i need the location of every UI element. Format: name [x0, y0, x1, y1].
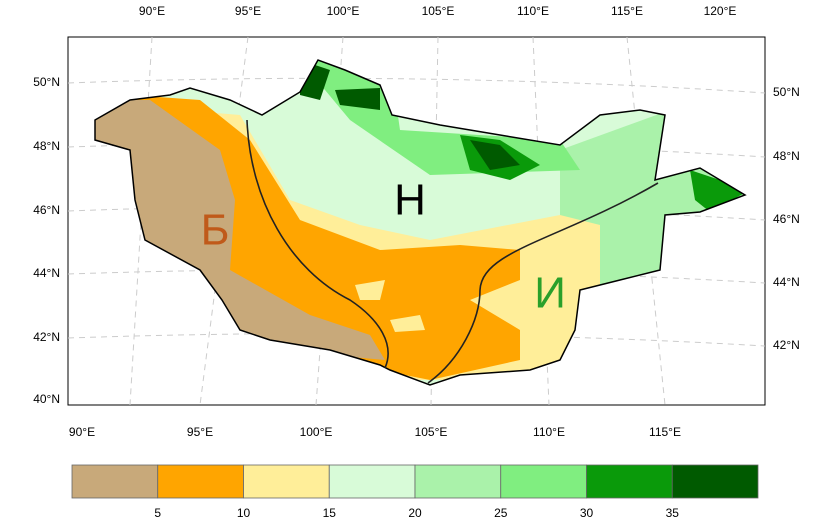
colorbar-swatch: [71, 464, 159, 499]
lat-label: 44°N: [33, 266, 60, 280]
lat-label: 50°N: [773, 85, 800, 99]
lat-label: 48°N: [33, 139, 60, 153]
lon-label: 95°E: [187, 425, 213, 439]
colorbar-label: 25: [494, 506, 508, 520]
region-label: И: [534, 269, 566, 318]
lat-label: 42°N: [773, 338, 800, 352]
colorbar-swatch: [157, 464, 244, 499]
colorbar-label: 5: [154, 506, 161, 520]
lon-label: 100°E: [327, 4, 360, 18]
lon-label: 115°E: [649, 425, 681, 439]
colorbar-swatch: [414, 464, 502, 499]
lat-label: 46°N: [773, 212, 800, 226]
colorbar-swatch: [500, 464, 587, 499]
map-frame: [67, 36, 766, 406]
lon-label: 115°E: [611, 4, 643, 18]
colorbar-label: 15: [323, 506, 337, 520]
colorbar-swatch: [328, 464, 416, 499]
lat-label: 40°N: [33, 392, 60, 406]
lat-label: 42°N: [33, 330, 60, 344]
lon-label: 110°E: [533, 425, 565, 439]
colorbar-swatch: [671, 464, 759, 499]
colorbar-label: 30: [580, 506, 594, 520]
colorbar-label: 20: [408, 506, 422, 520]
colorbar-swatch: [243, 464, 330, 499]
lat-label: 44°N: [773, 275, 800, 289]
lon-label: 105°E: [415, 425, 448, 439]
region-label: Н: [394, 176, 426, 225]
colorbar-label: 10: [237, 506, 251, 520]
lon-label: 110°E: [517, 4, 549, 18]
lon-label: 90°E: [69, 425, 95, 439]
zone-boundary: [246, 119, 389, 369]
lon-label: 105°E: [422, 4, 455, 18]
lat-label: 50°N: [33, 75, 60, 89]
lon-label: 120°E: [704, 4, 737, 18]
lon-label: 95°E: [235, 4, 261, 18]
region-label: Б: [201, 206, 230, 255]
colorbar-swatch: [586, 464, 673, 499]
lon-label: 100°E: [300, 425, 333, 439]
colorbar-label: 35: [666, 506, 680, 520]
zone-boundary: [427, 182, 659, 384]
lon-label: 90°E: [139, 4, 165, 18]
lat-label: 48°N: [773, 149, 800, 163]
lat-label: 46°N: [33, 203, 60, 217]
